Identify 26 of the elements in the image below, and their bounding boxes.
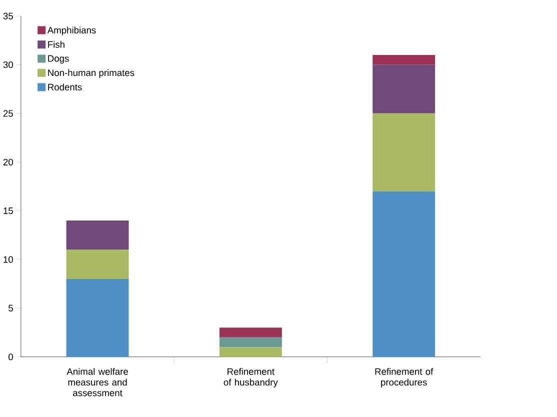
legend-label: Amphibians: [47, 26, 96, 36]
x-tick-label: Refinement of husbandry: [224, 368, 278, 388]
bar: [372, 191, 436, 358]
legend-label: Dogs: [48, 55, 69, 64]
x-tick-label: Animal welfare measures and assessment: [66, 368, 128, 396]
bar: [66, 279, 129, 358]
y-tick-label: 15: [4, 208, 13, 214]
bar: [66, 220, 129, 250]
bar: [219, 328, 282, 338]
legend-label: Non-human primates: [48, 69, 134, 78]
y-tick-label: 20: [3, 158, 13, 166]
y-tick-label: 30: [3, 62, 13, 68]
x-tick-label: Refinement of procedures: [375, 368, 434, 388]
y-tick-label: 10: [4, 256, 13, 263]
y-tick-label: 0: [8, 354, 13, 360]
y-tick-label: 25: [3, 110, 13, 117]
bar: [219, 338, 282, 348]
bar: [372, 114, 436, 192]
bar: [66, 250, 129, 280]
y-tick-label: 35: [3, 12, 13, 20]
bar: [372, 55, 436, 65]
y-tick-label: 5: [8, 305, 13, 312]
bar: [219, 347, 282, 358]
legend-label: Rodents: [48, 84, 82, 91]
legend-label: Fish: [48, 41, 64, 48]
bar: [372, 64, 436, 114]
